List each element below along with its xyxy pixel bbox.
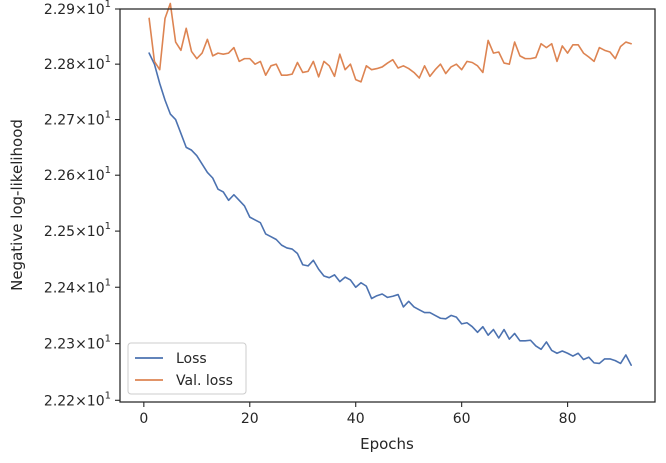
legend-label-0: Loss [176,351,207,367]
y-tick-label-0: 2.22×101 [44,390,111,409]
y-tick-label-7: 2.29×101 [44,0,111,18]
y-axis-title: Negative log-likelihood [8,119,26,291]
plot-frame [119,8,656,403]
x-axis-ticks: 0 20 40 60 80 [139,402,577,427]
x-tick-label-0: 0 [139,411,148,427]
x-tick-label-3: 60 [453,411,471,427]
x-tick-label-4: 80 [559,411,577,427]
y-tick-label-5: 2.27×101 [44,110,111,129]
plot-background [120,9,655,402]
x-tick-label-1: 20 [241,411,259,427]
y-axis-ticks: 2.22×101 2.23×101 2.24×101 2.25×101 2.26×101… [44,0,120,409]
y-tick-label-1: 2.23×101 [44,334,111,353]
y-tick-label-6: 2.28×101 [44,54,111,73]
legend: Loss Val. loss [127,342,247,395]
series-layer [148,2,632,366]
y-tick-label-3: 2.25×101 [44,221,111,240]
y-tick-label-4: 2.26×101 [44,165,111,184]
x-axis-title: Epochs [360,435,414,453]
legend-box [127,342,247,395]
series-line-0 [148,52,632,366]
legend-label-1: Val. loss [176,373,233,389]
y-tick-label-2: 2.24×101 [44,277,111,296]
x-tick-label-2: 40 [347,411,365,427]
series-line-1 [148,2,632,83]
